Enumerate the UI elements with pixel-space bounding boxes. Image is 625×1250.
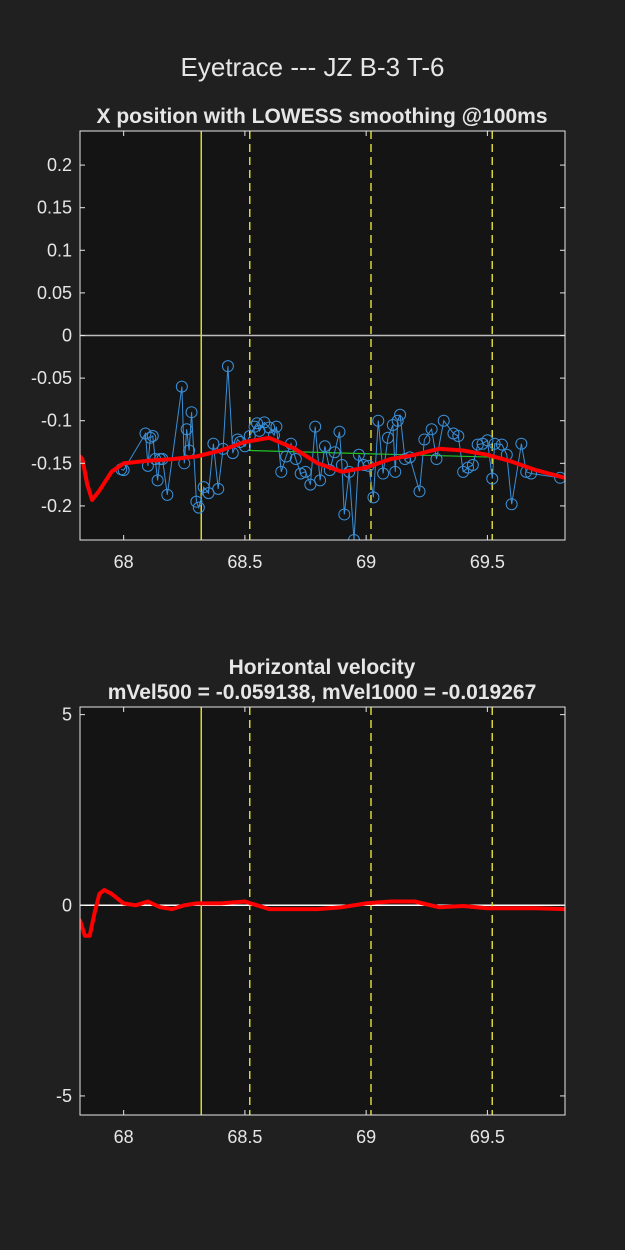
chart1-sample-point bbox=[289, 453, 302, 466]
chart2-xtick-label: 68 bbox=[114, 1127, 134, 1147]
chart1-sample-point bbox=[348, 534, 361, 540]
chart1-sample-point bbox=[352, 448, 365, 461]
chart1-sample-point bbox=[486, 472, 499, 485]
chart1-fit-line bbox=[249, 449, 500, 458]
chart1-sample-point bbox=[328, 446, 341, 459]
chart1-sample-point bbox=[466, 459, 479, 472]
chart1-sample-point bbox=[314, 474, 327, 487]
chart1-xtick-label: 69 bbox=[356, 552, 376, 572]
chart1-sample-point bbox=[175, 380, 188, 393]
chart1-sample-point bbox=[146, 430, 159, 443]
chart1-sample-point bbox=[280, 450, 293, 463]
chart1-sample-point bbox=[139, 427, 152, 440]
chart1-sample-point bbox=[386, 418, 399, 431]
chart2-title: Horizontal velocity bbox=[229, 656, 416, 679]
chart1-sample-point bbox=[425, 423, 438, 436]
chart2-smooth-line bbox=[80, 888, 565, 938]
chart1-ytick-label: 0 bbox=[62, 326, 72, 346]
chart1-ytick-label: 0.2 bbox=[47, 155, 72, 175]
chart1-sample-point bbox=[275, 465, 288, 478]
chart1-sample-point bbox=[144, 431, 157, 444]
chart1-sample-point bbox=[418, 433, 431, 446]
chart2-xtick-label: 68.5 bbox=[227, 1127, 262, 1147]
chart2-ytick-label: 5 bbox=[62, 705, 72, 725]
chart1-sample-point bbox=[452, 430, 465, 443]
chart1-smooth-line bbox=[80, 435, 565, 502]
chart2-ytick-label: 0 bbox=[62, 895, 72, 915]
chart1-sample-point bbox=[192, 501, 205, 514]
chart1-sample-point bbox=[554, 471, 565, 484]
chart2-xtick-label: 69 bbox=[356, 1127, 376, 1147]
chart1-sample-point bbox=[221, 360, 234, 373]
chart2-subtitle: mVel500 = -0.059138, mVel1000 = -0.01926… bbox=[108, 681, 537, 704]
chart1-sample-point bbox=[151, 474, 164, 487]
chart1-sample-point bbox=[190, 495, 203, 508]
chart1-sample-point bbox=[251, 417, 264, 430]
chart1-title: X position with LOWESS smoothing @100ms bbox=[96, 105, 547, 128]
chart1-sample-point bbox=[185, 406, 198, 419]
chart1-sample-point bbox=[437, 414, 450, 427]
chart1-xtick-label: 69.5 bbox=[470, 552, 505, 572]
chart1-sample-point bbox=[294, 467, 307, 480]
figure-title: Eyetrace --- JZ B-3 T-6 bbox=[180, 52, 445, 82]
chart1-sample-point bbox=[318, 440, 331, 453]
chart1-sample-point bbox=[505, 498, 518, 511]
chart2-ytick-label: -5 bbox=[56, 1086, 72, 1106]
chart1-sample-point bbox=[391, 414, 404, 427]
chart1-ytick-label: -0.15 bbox=[31, 453, 72, 473]
chart1-sample-point bbox=[515, 437, 528, 450]
chart1-sample-point bbox=[389, 465, 402, 478]
chart1-ytick-label: 0.05 bbox=[37, 283, 72, 303]
chart1-sample-point bbox=[333, 425, 346, 438]
chart1-sample-point bbox=[367, 491, 380, 504]
chart1-sample-point bbox=[495, 438, 508, 451]
chart1-sample-point bbox=[338, 508, 351, 521]
chart1-ytick-label: -0.05 bbox=[31, 368, 72, 388]
chart1-sample-point bbox=[299, 465, 312, 478]
chart1-sample-point bbox=[413, 485, 426, 498]
chart1-ytick-label: -0.1 bbox=[41, 411, 72, 431]
chart1-sample-point bbox=[161, 488, 174, 501]
chart1-sample-point bbox=[270, 420, 283, 433]
chart1-sample-point bbox=[430, 453, 443, 466]
chart1-sample-point bbox=[207, 437, 220, 450]
chart1-ytick-label: -0.2 bbox=[41, 496, 72, 516]
chart1-xtick-label: 68.5 bbox=[227, 552, 262, 572]
chart1-sample-point bbox=[372, 414, 385, 427]
chart2-axes: 68 68.5 69 69.5 5 0 -5 Horizontal velocitymVel5… bbox=[56, 656, 566, 1147]
chart1-ytick-label: 0.1 bbox=[47, 240, 72, 260]
chart1-sample-point bbox=[481, 434, 494, 447]
chart2-plot-group bbox=[80, 707, 565, 1115]
chart1-sample-point bbox=[377, 467, 390, 480]
chart1-samples-line bbox=[121, 366, 561, 540]
chart1-sample-point bbox=[457, 465, 470, 478]
chart1-sample-point bbox=[180, 423, 193, 436]
chart1-sample-point bbox=[309, 420, 322, 433]
chart1-sample-point bbox=[381, 431, 394, 444]
chart1-sample-point bbox=[394, 408, 407, 421]
chart1-axes: 68 68.5 69 69.5 0.2 0.15 0.1 0.05 0 -0.05 -0.1 -0.1… bbox=[31, 105, 566, 572]
chart1-xtick-label: 68 bbox=[114, 552, 134, 572]
chart2-plot-area bbox=[80, 707, 565, 1115]
chart1-sample-point bbox=[488, 437, 501, 450]
chart1-plot-group bbox=[80, 131, 565, 540]
chart1-sample-point bbox=[212, 482, 225, 495]
chart1-ytick-label: 0.15 bbox=[37, 198, 72, 218]
chart2-xtick-label: 69.5 bbox=[470, 1127, 505, 1147]
chart2-frame bbox=[79, 706, 566, 1116]
